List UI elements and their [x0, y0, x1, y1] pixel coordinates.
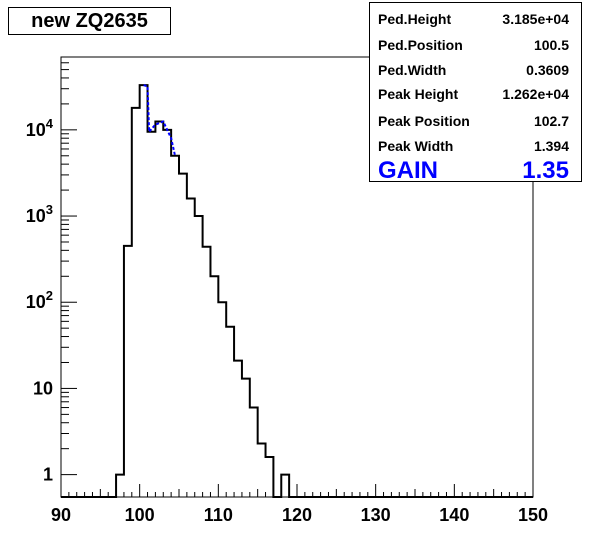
- stat-label: Ped.Width: [378, 62, 447, 78]
- y-tick-label: 103: [26, 202, 53, 226]
- fit-curve: [143, 84, 177, 157]
- y-tick-label: 1: [43, 465, 53, 485]
- y-tick-label: 10: [33, 378, 53, 398]
- title-box: new ZQ2635: [8, 7, 171, 35]
- x-tick-label: 140: [439, 505, 469, 525]
- stat-value: 1.394: [533, 138, 569, 154]
- gain-label: GAIN: [378, 157, 438, 184]
- stat-ped-position: Ped.Position 100.5: [378, 37, 569, 59]
- stat-ped-height: Ped.Height 3.185e+04: [378, 11, 569, 33]
- chart-title: new ZQ2635: [31, 10, 148, 32]
- fit-line: [143, 84, 177, 157]
- histogram-bins: [61, 84, 533, 498]
- stat-label: Peak Width: [378, 138, 454, 154]
- x-tick-label: 110: [204, 505, 233, 525]
- x-tick-label: 90: [51, 505, 71, 525]
- x-tick-label: 130: [361, 505, 391, 525]
- x-tick-label: 150: [518, 505, 548, 525]
- stat-label: Ped.Height: [378, 11, 452, 27]
- gain-value: 1.35: [522, 157, 569, 184]
- stats-box: Ped.Height 3.185e+04 Ped.Position 100.5 …: [369, 2, 582, 185]
- y-tick-label: 102: [26, 288, 53, 312]
- stat-peak-position: Peak Position 102.7: [378, 113, 569, 135]
- stat-value: 102.7: [533, 113, 569, 129]
- histogram-outline: [61, 84, 533, 498]
- x-tick-label: 100: [125, 505, 155, 525]
- y-tick-label: 104: [26, 116, 54, 140]
- stat-label: Ped.Position: [378, 37, 463, 53]
- stat-value: 3.185e+04: [502, 11, 569, 27]
- stat-label: Peak Height: [378, 86, 459, 102]
- stat-peak-width: Peak Width 1.394: [378, 138, 569, 160]
- stat-value: 1.262e+04: [502, 86, 569, 102]
- stat-ped-width: Ped.Width 0.3609: [378, 62, 569, 84]
- stat-peak-height: Peak Height 1.262e+04: [378, 86, 569, 108]
- axis-ticks: [60, 56, 534, 497]
- stat-label: Peak Position: [378, 113, 470, 129]
- stat-value: 0.3609: [526, 62, 569, 78]
- x-tick-label: 120: [282, 505, 312, 525]
- gain-row: GAIN 1.35: [378, 157, 569, 185]
- stat-value: 100.5: [533, 37, 569, 53]
